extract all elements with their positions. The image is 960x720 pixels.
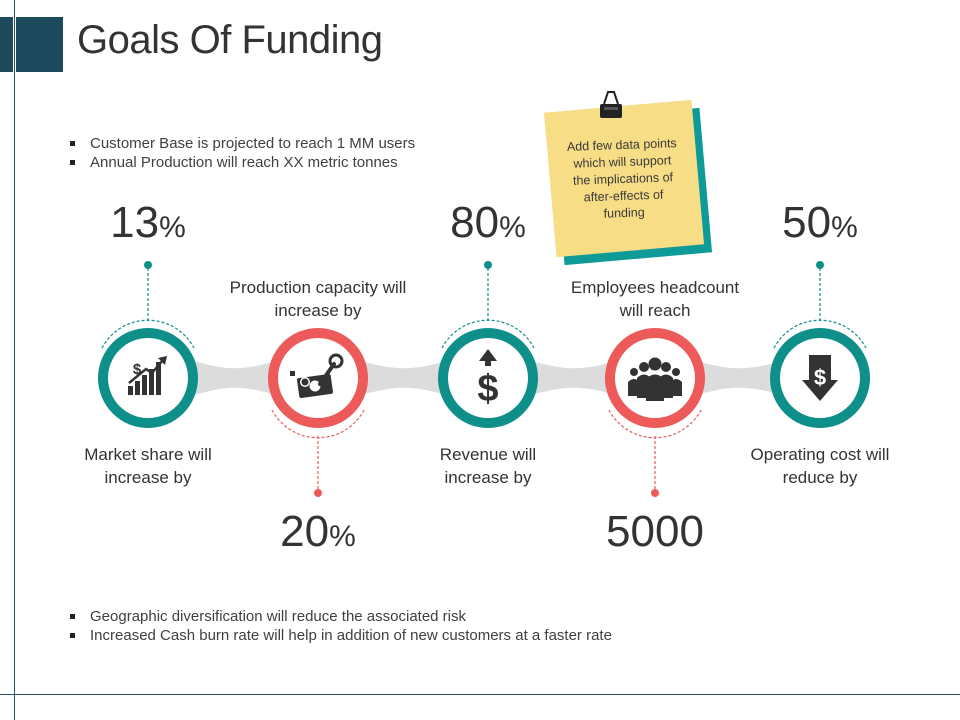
marker-dot [144, 261, 152, 269]
goal-label: Employees headcount will reach [570, 278, 740, 320]
goal-label: Revenue will increase by [439, 445, 537, 487]
binder-clip-icon [600, 91, 622, 118]
top-bullet-list: Customer Base is projected to reach 1 MM… [70, 134, 415, 172]
goal-node-5: $ [770, 328, 870, 428]
svg-text:$: $ [477, 368, 498, 410]
bullet-item: Customer Base is projected to reach 1 MM… [70, 134, 415, 153]
goal-value: 80% [418, 198, 558, 253]
sticky-note: Add few data points which will support t… [543, 91, 718, 270]
marker-dot [484, 261, 492, 269]
goal-label: Operating cost will reduce by [750, 445, 890, 487]
marker-dot [651, 489, 659, 497]
goal-value: 5000 [575, 507, 735, 562]
title-accent-block [16, 17, 63, 72]
value-number: 80 [450, 198, 500, 247]
slide-title: Goals Of Funding [77, 18, 383, 62]
goal-node-2 [268, 328, 368, 428]
goal-value: 50% [750, 198, 890, 253]
value-unit: % [499, 211, 526, 244]
value-unit: % [831, 211, 858, 244]
people-group-icon [628, 357, 682, 401]
value-unit: % [329, 520, 356, 553]
bottom-bullet-list: Geographic diversification will reduce t… [70, 607, 612, 645]
goal-node-1: $ [98, 328, 198, 428]
goal-node-3: $ [438, 328, 538, 428]
svg-text:$: $ [133, 361, 142, 378]
marker-dot [816, 261, 824, 269]
goal-node-4 [605, 328, 705, 428]
goal-value: 20% [248, 507, 388, 562]
goal-label: Production capacity will increase by [229, 278, 407, 320]
value-number: 20 [280, 507, 330, 556]
goal-label: Market share will increase by [84, 445, 212, 487]
frame-vertical-line [14, 0, 15, 720]
value-number: 13 [110, 198, 160, 247]
value-number: 5000 [606, 507, 704, 556]
value-unit: % [159, 211, 186, 244]
dollar-arrow-down-icon: $ [802, 355, 838, 401]
marker-dot [314, 489, 322, 497]
dollar-arrow-up-icon: $ [477, 349, 499, 410]
title-accent-block [0, 17, 13, 72]
money-wrench-icon [290, 353, 344, 399]
bullet-item: Increased Cash burn rate will help in ad… [70, 626, 612, 645]
bullet-item: Geographic diversification will reduce t… [70, 607, 612, 626]
value-number: 50 [782, 198, 832, 247]
sticky-note-text: Add few data points which will support t… [566, 136, 677, 221]
bullet-item: Annual Production will reach XX metric t… [70, 153, 415, 172]
chart-dollar-icon: $ [128, 356, 167, 395]
frame-horizontal-line [0, 694, 960, 695]
goal-value: 13% [78, 198, 218, 253]
svg-text:$: $ [814, 365, 826, 390]
